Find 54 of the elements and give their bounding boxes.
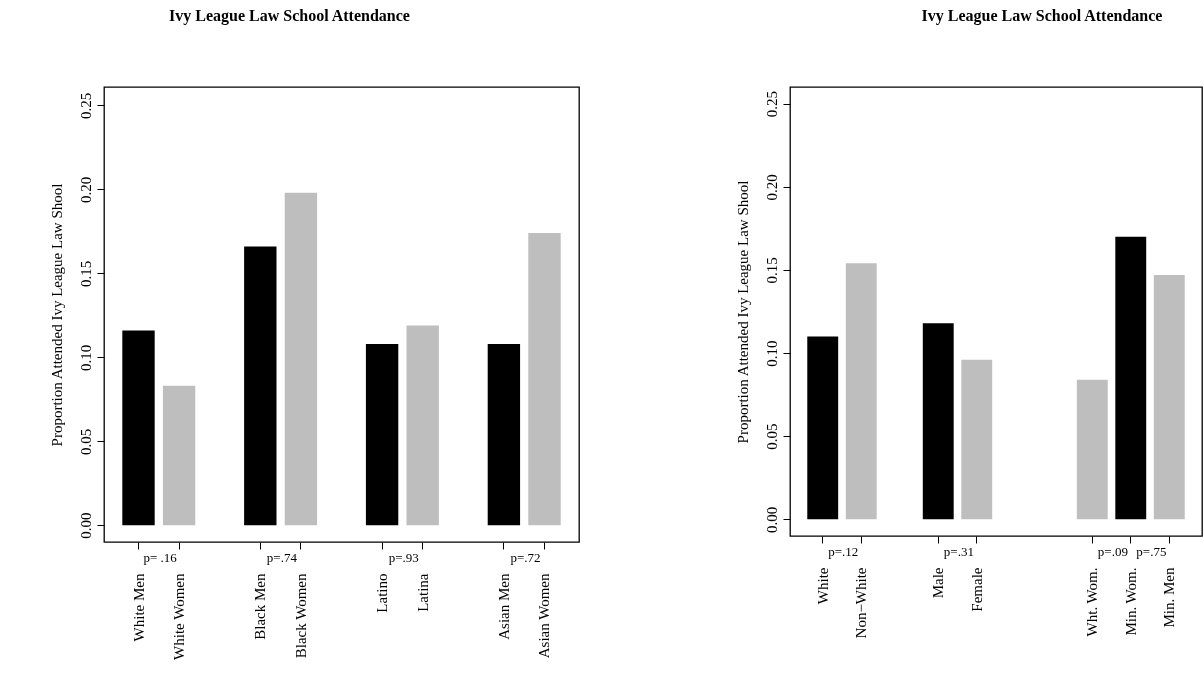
text: p=.75 — [1136, 544, 1167, 559]
text: p=.31 — [943, 544, 974, 559]
x-tick-label: Min. Men — [1161, 567, 1178, 628]
x-tick-label: Latino — [374, 573, 391, 613]
bar — [961, 359, 993, 520]
y-tick-label: 0.15 — [763, 257, 780, 284]
x-tick-label: Non−White — [853, 567, 870, 639]
y-axis-title: Proportion Attended Ivy League Law Shool — [734, 180, 751, 444]
chart-title: Ivy League Law School Attendance — [921, 7, 1163, 25]
y-tick-label: 0.05 — [77, 428, 94, 455]
y-tick-label: 0.10 — [77, 344, 94, 371]
x-tick-label: Min. Wom. — [1122, 567, 1139, 636]
y-tick-label: 0.10 — [763, 340, 780, 367]
x-tick-label: Black Women — [292, 573, 309, 659]
x-tick-label: White — [814, 567, 831, 605]
bar — [922, 323, 954, 520]
bar — [1076, 379, 1108, 520]
y-axis-title: Proportion Attended Ivy League Law Shool — [48, 183, 65, 447]
text: p=.74 — [266, 550, 298, 565]
x-tick-label: Asian Men — [495, 573, 512, 640]
x-tick-label: Male — [930, 567, 947, 599]
text: p=.93 — [388, 550, 419, 565]
x-tick-label: Black Men — [252, 573, 269, 640]
x-tick-label: White Men — [130, 573, 147, 642]
bar — [1115, 236, 1147, 520]
text: p=.72 — [510, 550, 541, 565]
bar — [122, 330, 155, 526]
x-tick-label: Latina — [414, 573, 431, 612]
y-tick-label: 0.20 — [763, 174, 780, 201]
bar — [162, 385, 196, 526]
y-tick-label: 0.20 — [77, 176, 94, 204]
text: p= .16 — [143, 550, 178, 565]
bar — [807, 336, 839, 520]
x-tick-label: Wht. Wom. — [1084, 567, 1101, 637]
bar — [845, 263, 877, 520]
text: p=.09 — [1097, 544, 1128, 559]
y-tick-label: 0.00 — [763, 506, 780, 533]
x-tick-label: White Women — [171, 573, 188, 660]
y-tick-label: 0.00 — [77, 512, 94, 539]
bar — [528, 233, 561, 526]
bar — [284, 192, 318, 526]
chart-title: Ivy League Law School Attendance — [169, 7, 410, 25]
y-tick-label: 0.05 — [763, 423, 780, 450]
text: p=.12 — [828, 544, 859, 559]
bar — [1153, 274, 1185, 520]
bar — [365, 343, 399, 526]
y-tick-label: 0.25 — [763, 91, 780, 118]
y-tick-label: 0.15 — [77, 260, 94, 287]
x-tick-label: Asian Women — [536, 573, 553, 659]
bar — [406, 325, 439, 526]
y-tick-label: 0.25 — [77, 92, 94, 120]
bar — [487, 343, 521, 526]
x-tick-label: Female — [968, 567, 985, 612]
bar — [244, 246, 277, 526]
